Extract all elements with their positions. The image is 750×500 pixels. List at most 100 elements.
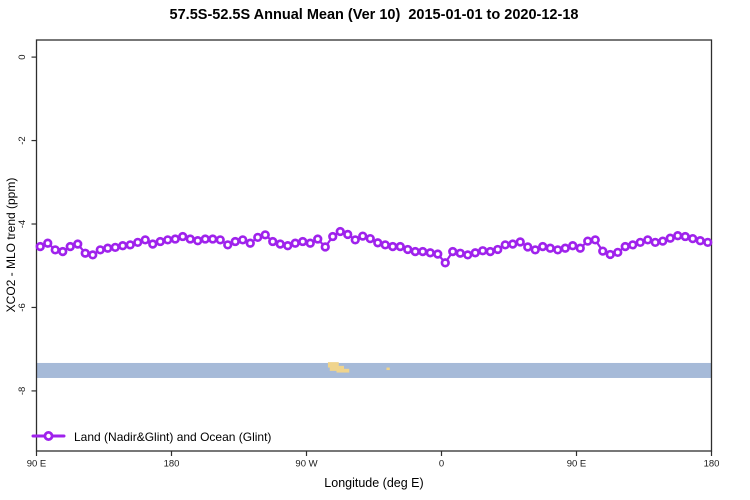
chart-title: 57.5S-52.5S Annual Mean (Ver 10) 2015-01… xyxy=(169,7,579,23)
series-marker xyxy=(425,248,435,258)
land-patch xyxy=(327,362,339,368)
series-marker xyxy=(433,249,443,259)
series-marker xyxy=(80,248,90,258)
land-patch xyxy=(386,367,390,371)
series-marker xyxy=(493,244,503,255)
series-marker xyxy=(643,235,653,245)
x-tick-label: 0 xyxy=(439,459,444,470)
series-marker xyxy=(35,241,45,252)
series-marker xyxy=(95,245,105,255)
series-marker xyxy=(335,226,345,237)
y-tick-label: -2 xyxy=(17,136,28,144)
series-marker xyxy=(170,234,180,244)
series-marker xyxy=(208,234,218,244)
series-marker xyxy=(230,236,240,247)
series-marker xyxy=(245,238,255,248)
series-marker xyxy=(200,234,210,244)
series-marker xyxy=(133,237,143,248)
series-marker xyxy=(253,232,263,243)
series-marker xyxy=(418,246,428,257)
series-marker xyxy=(358,231,368,241)
series-marker xyxy=(395,241,405,252)
series-marker xyxy=(373,238,383,248)
ocean-band xyxy=(36,362,712,378)
series-marker xyxy=(350,235,360,245)
series-marker xyxy=(455,248,465,258)
series-marker xyxy=(290,238,300,248)
series-marker xyxy=(365,233,375,244)
series-marker xyxy=(635,237,645,248)
x-axis-title: Longitude (deg E) xyxy=(324,476,424,490)
series-marker xyxy=(508,239,518,249)
series-marker xyxy=(215,235,225,245)
series-marker xyxy=(485,246,495,257)
series-marker xyxy=(620,241,630,252)
series-marker xyxy=(568,241,578,251)
series-marker xyxy=(695,236,705,246)
series-marker xyxy=(680,231,690,242)
series-marker xyxy=(650,237,660,248)
series-marker xyxy=(410,246,420,257)
y-tick-label: -8 xyxy=(17,387,28,395)
series-marker xyxy=(560,243,570,253)
series-marker xyxy=(328,231,338,242)
series-marker xyxy=(665,233,675,243)
series-marker xyxy=(65,241,75,252)
series-marker xyxy=(583,236,593,246)
series-marker xyxy=(553,245,563,255)
series-marker xyxy=(155,236,165,247)
series-marker xyxy=(185,234,195,244)
series-marker xyxy=(125,240,135,250)
legend-label: Land (Nadir&Glint) and Ocean (Glint) xyxy=(74,429,272,444)
series-marker xyxy=(515,237,525,247)
series-marker xyxy=(50,245,60,255)
series-marker xyxy=(658,236,668,246)
land-patch xyxy=(329,365,344,371)
series-marker xyxy=(103,243,113,253)
x-tick-label: 180 xyxy=(164,459,180,470)
y-tick-label: -6 xyxy=(17,303,28,311)
series-marker xyxy=(440,258,450,268)
series-marker xyxy=(688,233,698,244)
series-marker xyxy=(178,231,188,242)
series-marker xyxy=(320,242,330,252)
y-tick-label: 0 xyxy=(17,54,28,59)
series-marker xyxy=(313,234,323,244)
series-marker xyxy=(403,244,413,255)
series-marker xyxy=(140,235,150,245)
series-marker xyxy=(545,243,555,253)
series-marker xyxy=(463,250,473,260)
series-marker xyxy=(43,238,53,248)
series-marker xyxy=(605,249,615,260)
series-marker xyxy=(598,246,608,256)
series-marker xyxy=(223,240,233,250)
series-marker xyxy=(500,240,510,250)
series-marker xyxy=(260,230,270,240)
x-tick-label: 90 W xyxy=(295,459,317,470)
series-marker xyxy=(275,239,285,249)
series-marker xyxy=(388,241,398,252)
series-marker xyxy=(73,239,83,249)
series-marker xyxy=(268,236,278,247)
series-marker xyxy=(110,242,120,253)
series-marker xyxy=(343,229,353,240)
x-tick-label: 90 E xyxy=(27,459,47,470)
series-marker xyxy=(523,242,533,252)
series-marker xyxy=(478,246,488,256)
y-tick-label: -4 xyxy=(17,220,28,228)
y-axis-title: XCO2 - MLO trend (ppm) xyxy=(4,177,18,313)
series-marker xyxy=(58,246,68,257)
series-marker xyxy=(470,248,480,258)
series-marker xyxy=(238,235,248,245)
series-marker xyxy=(283,241,293,251)
series-marker xyxy=(703,237,713,248)
series-marker xyxy=(380,240,390,250)
series-marker xyxy=(613,247,623,258)
series-marker xyxy=(118,241,128,251)
series-marker xyxy=(538,241,548,252)
series-marker xyxy=(88,250,98,260)
series-marker xyxy=(673,231,683,241)
series-marker xyxy=(148,239,158,249)
